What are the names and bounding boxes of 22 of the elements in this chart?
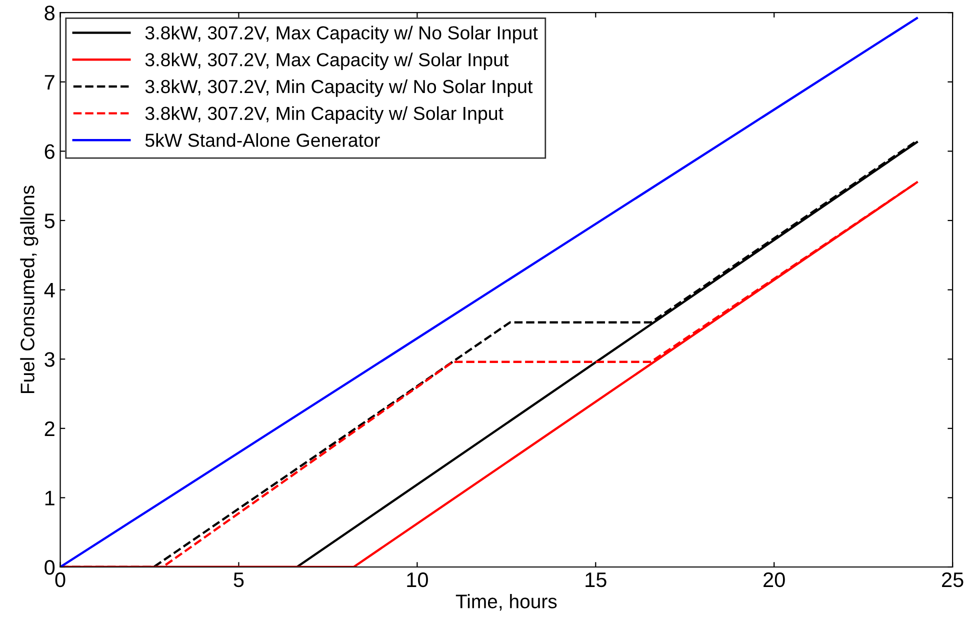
y-tick-label: 4: [44, 283, 55, 298]
y-tick-label: 2: [44, 421, 54, 436]
y-tick-label: 5: [44, 214, 55, 228]
x-tick-label: 20: [764, 572, 785, 588]
y-axis-title: Fuel Consumed, gallons: [20, 186, 38, 394]
y-tick-label: 8: [44, 6, 54, 20]
x-tick-label: 25: [942, 572, 964, 588]
y-tick-label: 6: [44, 144, 54, 159]
legend-label: 3.8kW, 307.2V, Min Capacity w/ Solar Input: [145, 106, 504, 124]
y-tick-label: 1: [45, 490, 54, 506]
y-tick-label: 0: [44, 560, 55, 575]
legend-label: 3.8kW, 307.2V, Max Capacity w/ Solar Input: [145, 52, 509, 70]
x-tick-label: 5: [234, 572, 244, 588]
y-tick-label: 3: [44, 352, 54, 367]
x-tick-label: 15: [586, 572, 606, 588]
x-axis-title: Time, hours: [456, 594, 557, 611]
x-tick-label: 0: [55, 572, 66, 588]
legend-label: 3.8kW, 307.2V, Min Capacity w/ No Solar Input: [145, 79, 533, 97]
legend-label: 3.8kW, 307.2V, Max Capacity w/ No Solar Input: [145, 26, 538, 44]
legend-label: 5kW Stand-Alone Generator: [145, 133, 380, 147]
x-tick-label: 10: [407, 572, 428, 588]
y-tick-label: 7: [44, 75, 54, 90]
